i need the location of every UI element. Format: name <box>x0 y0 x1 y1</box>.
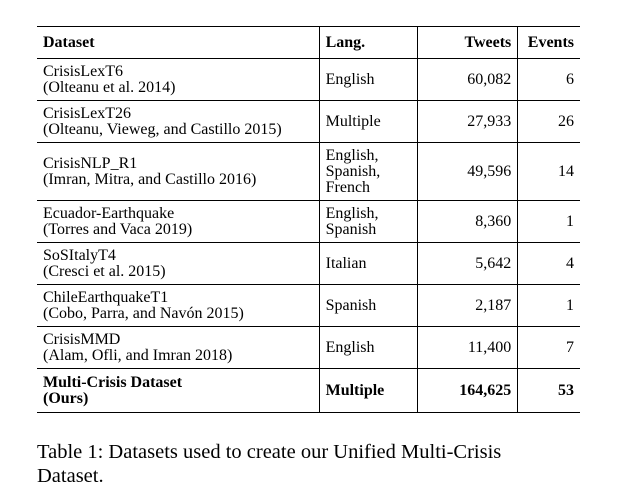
lang-cell-line: French <box>325 178 371 196</box>
dataset-cell-line: (Imran, Mitra, and Castillo 2016) <box>43 170 257 188</box>
datasets-table: Dataset Lang. Tweets Events CrisisLexT6(… <box>37 26 580 413</box>
lang-cell-line: Multiple <box>325 381 385 399</box>
events-cell: 1 <box>518 201 580 243</box>
lang-cell: English <box>319 326 419 369</box>
lang-cell-line: English, <box>325 146 379 164</box>
lang-cell: English, Spanish <box>319 200 419 243</box>
header-events: Events <box>527 33 574 51</box>
lang-cell: English, Spanish, French <box>319 142 419 201</box>
events-cell-line: 1 <box>566 296 574 314</box>
dataset-cell: CrisisNLP_R1 (Imran, Mitra, and Castillo … <box>37 142 320 201</box>
dataset-cell-line: (Olteanu et al. 2014) <box>43 78 176 96</box>
events-cell-line: 7 <box>566 338 574 356</box>
dataset-cell: Multi-Crisis Dataset (Ours) <box>37 368 320 413</box>
events-cell: 7 <box>518 327 580 369</box>
lang-cell-line: Italian <box>325 254 367 272</box>
tweets-cell-line: 60,082 <box>467 70 512 88</box>
table-row: CrisisLexT26 (Olteanu, Vieweg, and Castil… <box>37 100 580 143</box>
dataset-cell-line: SoSItalyT4 <box>43 246 116 264</box>
dataset-cell-line: CrisisLexT6 <box>43 62 123 80</box>
events-cell-line: 1 <box>566 212 574 230</box>
tweets-cell-line: 11,400 <box>467 338 512 356</box>
dataset-cell-line: CrisisMMD <box>43 330 121 348</box>
dataset-cell-line: (Cresci et al. 2015) <box>43 262 166 280</box>
lang-cell: Italian <box>319 242 419 285</box>
dataset-cell-line: (Cobo, Parra, and Navón 2015) <box>43 304 244 322</box>
lang-cell-line: English <box>325 70 375 88</box>
lang-cell: English <box>319 58 419 101</box>
caption-line-2: Dataset. <box>37 465 104 487</box>
events-cell-line: 6 <box>566 70 574 88</box>
table-row: CrisisLexT6 (Olteanu et al. 2014) English 6… <box>37 58 580 101</box>
dataset-cell-line: (Ours) <box>43 389 89 407</box>
tweets-cell-line: 8,360 <box>475 212 512 230</box>
tweets-cell: 8,360 <box>417 200 519 243</box>
tweets-cell: 11,400 <box>417 326 519 369</box>
events-cell: 1 <box>518 285 580 327</box>
dataset-cell: ChileEarthquakeT1 (Cobo, Parra, and Navón… <box>37 284 320 327</box>
lang-cell: Spanish <box>319 284 419 327</box>
dataset-cell-line: ChileEarthquakeT1 <box>43 288 169 306</box>
header-lang: Lang. <box>319 26 419 59</box>
tweets-cell: 2,187 <box>417 284 519 327</box>
lang-cell-line: Spanish <box>325 296 377 314</box>
dataset-cell-line: CrisisNLP_R1 <box>43 154 138 172</box>
dataset-cell: CrisisLexT26 (Olteanu, Vieweg, and Castil… <box>37 100 320 143</box>
events-cell-line: 4 <box>566 254 574 272</box>
caption-line-1: Table 1: Datasets used to create our Uni… <box>37 441 502 463</box>
tweets-cell: 164,625 <box>417 368 519 413</box>
dataset-cell: CrisisMMD (Alam, Ofli, and Imran 2018) <box>37 326 320 369</box>
header-tweets: Tweets <box>417 26 519 59</box>
events-cell-line: 14 <box>558 162 574 180</box>
tweets-cell: 60,082 <box>417 58 519 101</box>
datasets-table-container: Dataset Lang. Tweets Events CrisisLexT6(… <box>37 26 580 413</box>
table-row: Ecuador-Earthquake (Torres and Vaca 2019)… <box>37 200 580 243</box>
dataset-cell-line: (Torres and Vaca 2019) <box>43 220 193 238</box>
tweets-cell: 5,642 <box>417 242 519 285</box>
dataset-cell: CrisisLexT6 (Olteanu et al. 2014) <box>37 58 320 101</box>
tweets-cell-line: 27,933 <box>467 112 512 130</box>
lang-cell: Multiple <box>319 368 419 413</box>
lang-cell-line: Multiple <box>325 112 381 130</box>
events-cell-line: 53 <box>558 381 574 399</box>
table-caption: Table 1: Datasets used to create our Uni… <box>37 440 570 488</box>
tweets-cell-line: 2,187 <box>475 296 512 314</box>
tweets-cell-line: 49,596 <box>467 162 512 180</box>
lang-cell-line: English <box>325 338 375 356</box>
table-row: CrisisMMD (Alam, Ofli, and Imran 2018) Eng… <box>37 326 580 369</box>
table-row: CrisisNLP_R1 (Imran, Mitra, and Castillo … <box>37 142 580 201</box>
table-total-row: Multi-Crisis Dataset (Ours) Multiple 164,62… <box>37 368 580 413</box>
dataset-cell-line: (Olteanu, Vieweg, and Castillo 2015) <box>43 120 282 138</box>
tweets-cell-line: 164,625 <box>459 381 512 399</box>
header-dataset: Dataset <box>37 26 320 59</box>
table-header-row: Dataset Lang. Tweets Events <box>37 26 580 59</box>
dataset-cell: Ecuador-Earthquake (Torres and Vaca 2019) <box>37 200 320 243</box>
lang-cell-line: Spanish, <box>325 162 381 180</box>
table-row: SoSItalyT4 (Cresci et al. 2015) Italian 5,6… <box>37 242 580 285</box>
tweets-cell-line: 5,642 <box>475 254 512 272</box>
lang-cell-line: English, <box>325 204 379 222</box>
dataset-cell-line: CrisisLexT26 <box>43 104 131 122</box>
events-cell: 26 <box>518 101 580 143</box>
events-cell: 4 <box>518 243 580 285</box>
events-cell: 53 <box>518 369 580 413</box>
dataset-cell: SoSItalyT4 (Cresci et al. 2015) <box>37 242 320 285</box>
table-row: ChileEarthquakeT1 (Cobo, Parra, and Navón… <box>37 284 580 327</box>
table-body: CrisisLexT6 (Olteanu et al. 2014) English 6… <box>37 58 580 413</box>
dataset-cell-line: Ecuador-Earthquake <box>43 204 175 222</box>
tweets-cell: 49,596 <box>417 142 519 201</box>
events-cell-line: 26 <box>558 112 574 130</box>
events-cell: 14 <box>518 143 580 201</box>
dataset-cell-line: Multi-Crisis Dataset <box>43 373 183 391</box>
events-cell: 6 <box>518 59 580 101</box>
tweets-cell: 27,933 <box>417 100 519 143</box>
lang-cell-line: Spanish <box>325 220 377 238</box>
dataset-cell-line: (Alam, Ofli, and Imran 2018) <box>43 346 233 364</box>
lang-cell: Multiple <box>319 100 419 143</box>
